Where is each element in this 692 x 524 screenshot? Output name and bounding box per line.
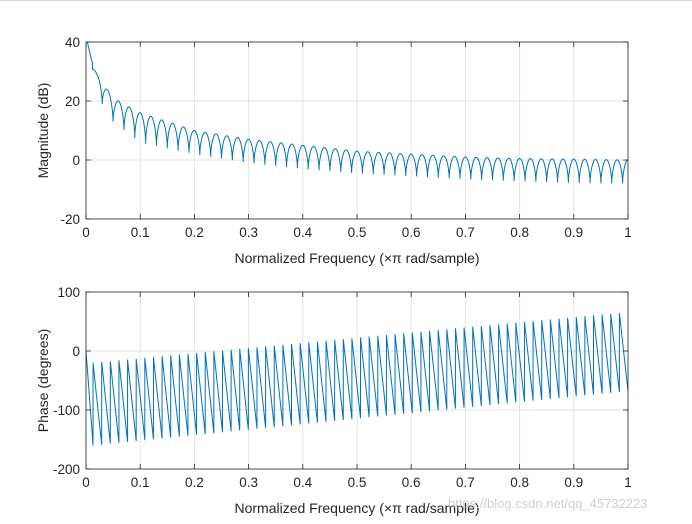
magnitude-x-tick-label: 0.1 [131, 225, 150, 240]
phase-y-tick-label: 0 [72, 344, 80, 359]
phase-x-tick-label: 0.6 [402, 475, 421, 490]
watermark-text: https://blog.csdn.net/qq_45732223 [448, 496, 648, 511]
phase-x-tick-label: 0.7 [456, 475, 475, 490]
magnitude-x-tick-label: 0.5 [348, 225, 367, 240]
magnitude-x-tick-label: 1 [624, 225, 632, 240]
phase-x-axis-label: Normalized Frequency (×π rad/sample) [234, 500, 479, 516]
magnitude-x-tick-label: 0.9 [564, 225, 583, 240]
magnitude-x-tick-label: 0.6 [402, 225, 421, 240]
phase-x-tick-label: 0 [82, 475, 90, 490]
magnitude-x-tick-label: 0 [82, 225, 90, 240]
phase-y-axis-label: Phase (degrees) [35, 329, 51, 433]
phase-x-tick-label: 0.5 [348, 475, 367, 490]
top-border [0, 0, 692, 1]
phase-y-tick-label: -100 [53, 403, 80, 418]
magnitude-x-tick-label: 0.3 [239, 225, 258, 240]
phase-plot: 0 0.1 0.2 0.3 0.4 0.5 0.6 0.7 0.8 0.9 1 -200 -100 0 10… [35, 285, 632, 516]
magnitude-y-tick-label: 0 [72, 153, 80, 168]
phase-y-tick-label: -200 [53, 462, 80, 477]
phase-x-tick-label: 0.8 [510, 475, 529, 490]
phase-x-tick-label: 1 [624, 475, 632, 490]
magnitude-x-tick-label: 0.2 [185, 225, 204, 240]
phase-x-tick-label: 0.3 [239, 475, 258, 490]
phase-ticks: 0 0.1 0.2 0.3 0.4 0.5 0.6 0.7 0.8 0.9 1 -200 -100 0 10… [53, 285, 632, 490]
magnitude-x-tick-label: 0.4 [293, 225, 312, 240]
magnitude-y-tick-label: -20 [60, 212, 80, 227]
phase-series-line [86, 312, 628, 446]
phase-x-tick-label: 0.2 [185, 475, 204, 490]
magnitude-x-tick-label: 0.8 [510, 225, 529, 240]
phase-y-tick-label: 100 [57, 285, 80, 300]
magnitude-y-tick-label: 20 [65, 94, 80, 109]
magnitude-y-tick-label: 40 [65, 35, 80, 50]
phase-x-tick-label: 0.1 [131, 475, 150, 490]
magnitude-series-line [86, 42, 628, 184]
magnitude-x-tick-label: 0.7 [456, 225, 475, 240]
phase-x-tick-label: 0.9 [564, 475, 583, 490]
phase-x-tick-label: 0.4 [293, 475, 312, 490]
magnitude-y-axis-label: Magnitude (dB) [35, 83, 51, 179]
magnitude-x-axis-label: Normalized Frequency (×π rad/sample) [234, 250, 479, 266]
